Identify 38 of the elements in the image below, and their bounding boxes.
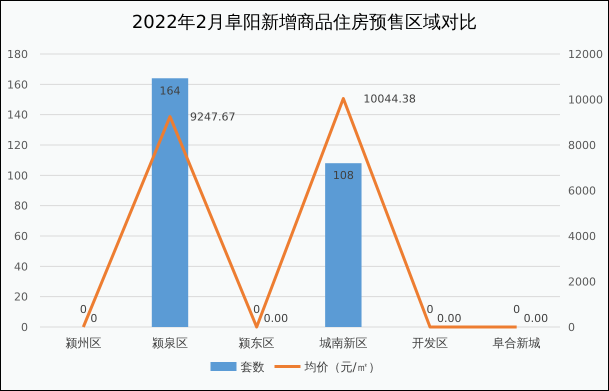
data-label: 0.00 [524, 312, 548, 325]
x-tick-label: 城南新区 [318, 336, 368, 350]
y2-tick-label: 10000 [568, 94, 603, 106]
x-tick-label: 阜合新城 [492, 336, 541, 350]
data-label: 0 [90, 312, 98, 325]
legend-label: 均价（元/㎡） [304, 360, 381, 374]
data-label: 164 [160, 84, 180, 98]
y-tick-label: 180 [7, 48, 28, 61]
y2-tick-label: 12000 [568, 48, 603, 61]
y-tick-label: 80 [14, 200, 28, 213]
y2-tick-label: 8000 [568, 139, 596, 152]
y-tick-label: 20 [14, 290, 28, 304]
data-label: 0 [513, 303, 520, 316]
data-label: 0 [426, 303, 434, 316]
y-tick-label: 120 [7, 139, 28, 152]
data-label: 9247.67 [190, 110, 236, 124]
data-label: 0.00 [437, 312, 462, 325]
y-tick-label: 0 [21, 321, 28, 334]
y2-tick-label: 6000 [568, 184, 596, 198]
data-label: 0 [253, 303, 260, 316]
y-tick-label: 140 [7, 108, 28, 122]
x-tick-label: 颍东区 [238, 336, 275, 350]
y-tick-label: 40 [14, 260, 28, 274]
x-tick-label: 颍州区 [65, 336, 102, 350]
y2-tick-label: 2000 [568, 276, 596, 288]
y-tick-label: 160 [7, 78, 28, 92]
data-label: 10044.38 [363, 92, 416, 106]
y2-tick-label: 0 [568, 321, 575, 334]
data-label: 108 [332, 169, 354, 182]
title: 2022年2月阜阳新增商品住房预售区域对比 [132, 12, 478, 33]
legend-label: 套数 [240, 360, 264, 374]
data-label: 0.00 [264, 312, 288, 325]
y-tick-label: 100 [7, 169, 28, 182]
data-label: 0 [80, 303, 87, 316]
y2-tick-label: 4000 [568, 230, 596, 243]
x-tick-label: 开发区 [412, 336, 448, 350]
x-tick-label: 颍泉区 [152, 336, 188, 350]
y-tick-label: 60 [14, 230, 28, 243]
